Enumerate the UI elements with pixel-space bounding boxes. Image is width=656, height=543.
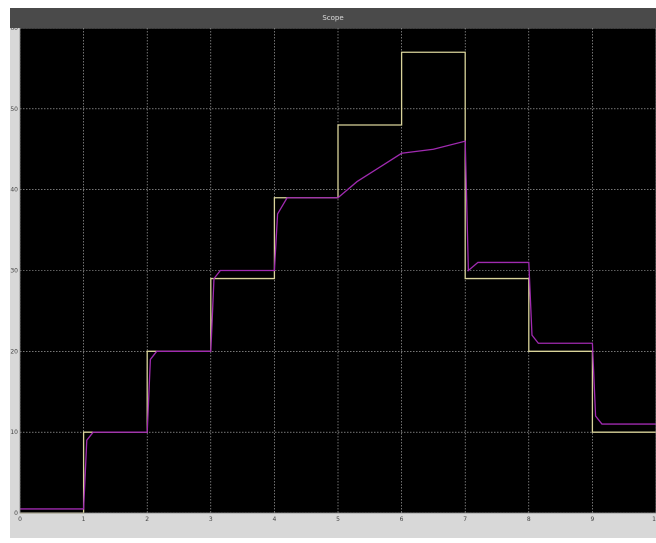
x-tick-label: 5 [336,516,340,523]
x-tick-label: 0 [18,516,22,523]
y-tick-label: 40 [10,187,18,194]
x-tick-label: 7 [463,516,467,523]
x-tick-label: 3 [209,516,213,523]
x-tick-label: 9 [590,516,594,523]
x-tick-label: 6 [400,516,404,523]
x-tick-label: 4 [272,516,276,523]
y-tick-label: 30 [10,268,18,275]
x-tick-label: 2 [145,516,149,523]
window-title: Scope [10,8,656,28]
plot-border [19,27,656,514]
y-tick-label: 0 [14,510,18,517]
x-tick-label: 1 [82,516,86,523]
x-tick-label: 8 [527,516,531,523]
scope-window: 0 1 2 3 4 5 6 7 8 9 10 0 10 20 30 40 50 60 Scope [10,8,656,538]
y-tick-label: 20 [10,348,18,355]
plot-area: 0 1 2 3 4 5 6 7 8 9 10 0 10 20 30 40 50 60 [10,25,656,523]
y-tick-label: 60 [10,25,18,32]
x-tick-label: 10 [652,516,656,523]
y-tick-label: 50 [10,106,18,113]
y-tick-label: 10 [10,429,18,436]
series-line-1 [20,140,656,510]
